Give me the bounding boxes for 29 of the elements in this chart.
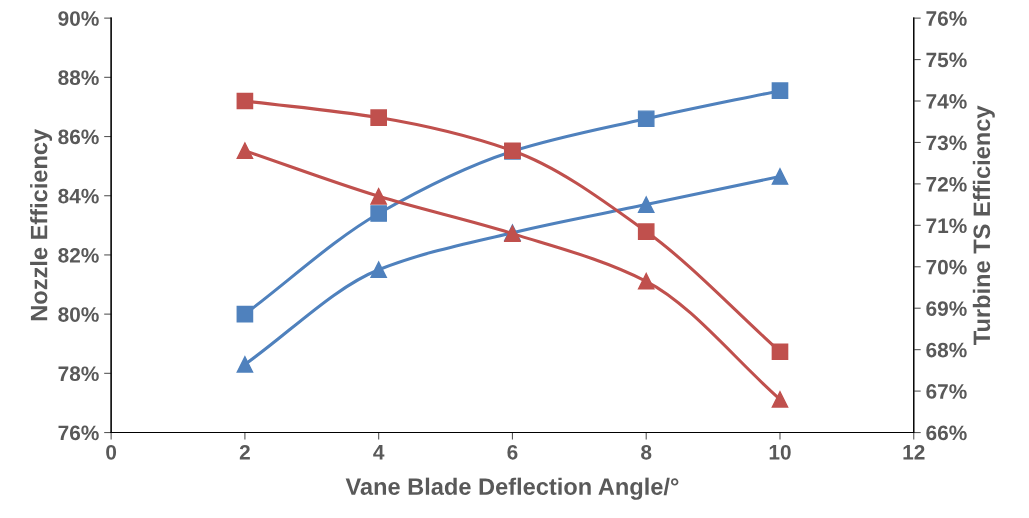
x-axis-title: Vane Blade Deflection Angle/° — [345, 477, 679, 500]
y2-tick-label: 72% — [926, 176, 967, 192]
y-tick-label: 78% — [58, 366, 99, 382]
y-axis-title: Nozzle Efficiency — [30, 129, 53, 321]
y-tick-label: 86% — [58, 129, 99, 145]
x-tick-label: 8 — [641, 444, 652, 460]
x-tick-label: 6 — [507, 444, 518, 460]
y2-axis-title: Turbine TS Efficiency — [972, 105, 995, 345]
x-tick-label: 2 — [239, 444, 250, 460]
y-tick-label: 84% — [58, 188, 99, 204]
y2-tick-label: 68% — [926, 342, 967, 358]
y2-tick-label: 74% — [926, 94, 967, 109]
y-tick-label: 82% — [58, 247, 99, 263]
y-tick-label: 90% — [58, 11, 99, 26]
x-tick-label: 4 — [373, 445, 385, 460]
y2-tick-label: 67% — [926, 384, 967, 399]
y2-tick-label: 73% — [926, 135, 967, 151]
y2-tick-label: 76% — [926, 11, 967, 26]
y2-tick-label: 70% — [926, 259, 967, 275]
y2-tick-label: 69% — [926, 301, 967, 316]
x-tick-label: 12 — [903, 444, 925, 460]
y2-tick-label: 71% — [926, 218, 967, 234]
y-tick-label: 76% — [58, 425, 99, 441]
x-tick-label: 0 — [106, 444, 117, 460]
x-tick-label: 10 — [769, 444, 791, 460]
y-tick-label: 88% — [58, 70, 99, 86]
y2-tick-label: 66% — [926, 425, 967, 441]
y-tick-label: 80% — [58, 307, 99, 322]
y2-tick-label: 75% — [926, 52, 967, 68]
